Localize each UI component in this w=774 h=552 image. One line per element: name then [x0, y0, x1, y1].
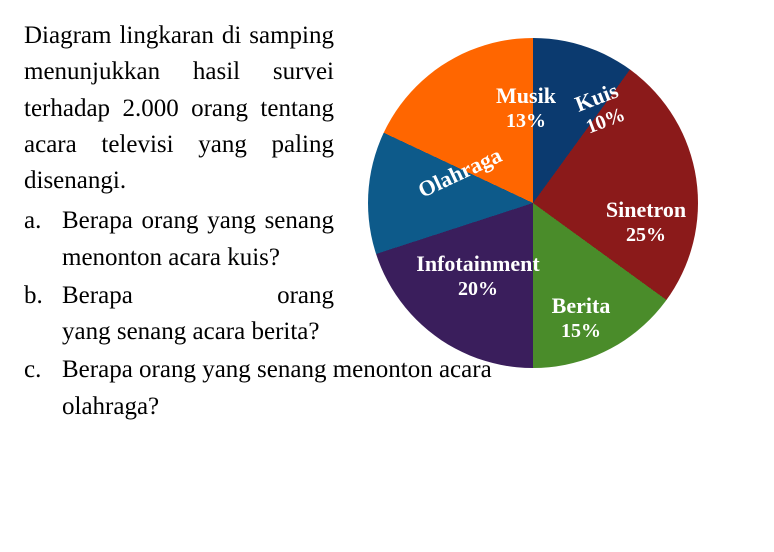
- question-c-letter: c.: [24, 352, 62, 425]
- question-a-text: Berapa orang yang senang menonton acara …: [62, 203, 334, 276]
- question-b: b. Berapa orang: [24, 278, 334, 314]
- intro-text: Diagram lingkaran di samping menunjukkan…: [24, 18, 334, 199]
- question-a: a. Berapa orang yang senang menonton aca…: [24, 203, 334, 276]
- question-b-text1: Berapa orang: [62, 278, 334, 314]
- pie-chart: Kuis10%Sinetron25%Berita15%Infotainment2…: [348, 18, 718, 388]
- pie-label-sinetron: Sinetron25%: [606, 197, 686, 247]
- pie-label-musik: Musik13%: [496, 83, 556, 133]
- question-a-letter: a.: [24, 203, 62, 276]
- pie-label-infotainment: Infotainment20%: [416, 251, 539, 301]
- pie-label-berita: Berita15%: [552, 293, 611, 343]
- question-b-letter: b.: [24, 278, 62, 314]
